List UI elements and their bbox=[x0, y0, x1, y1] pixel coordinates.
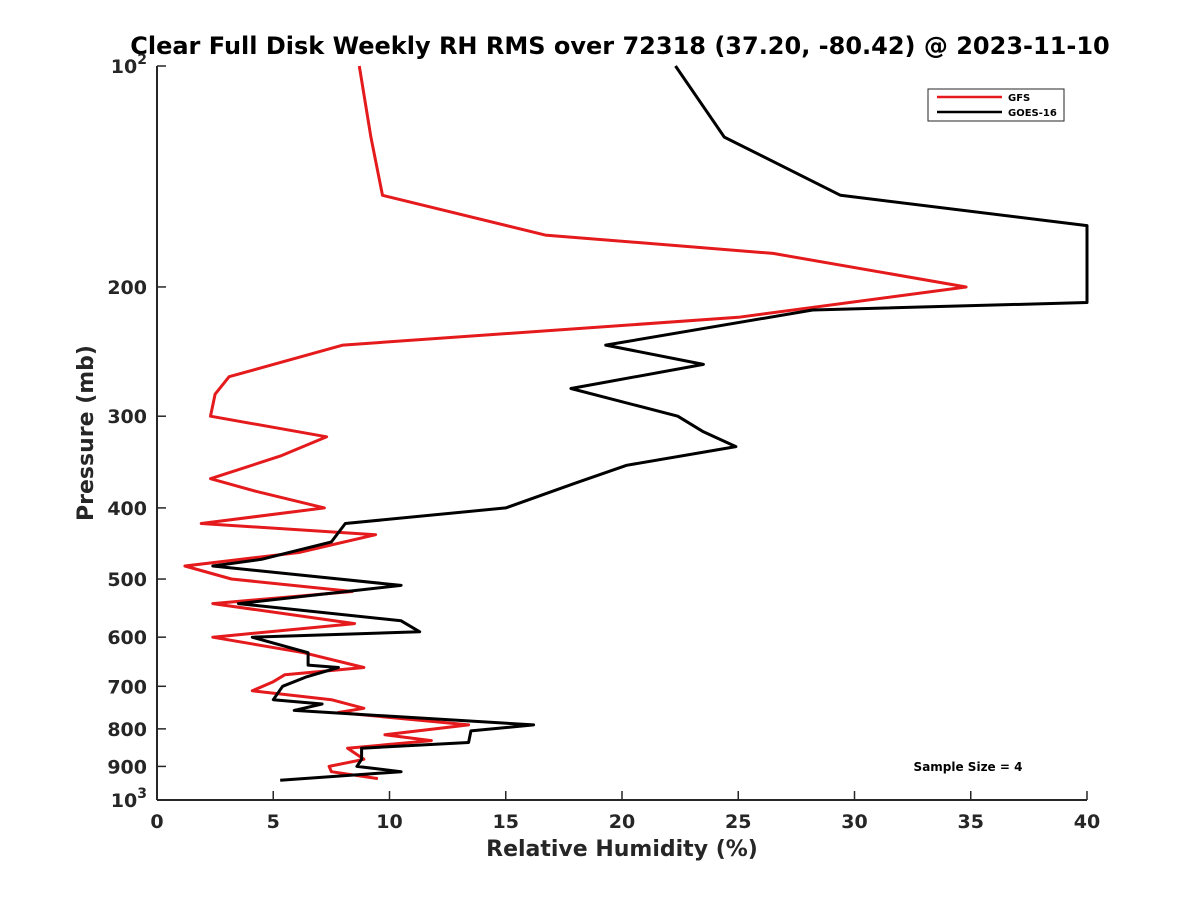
x-tick-label: 15 bbox=[493, 811, 519, 833]
y-tick-label: 900 bbox=[107, 756, 147, 778]
y-tick-label: 400 bbox=[107, 498, 147, 520]
x-tick-label: 5 bbox=[267, 811, 280, 833]
x-tick-label: 40 bbox=[1074, 811, 1100, 833]
chart-title: Clear Full Disk Weekly RH RMS over 72318… bbox=[130, 32, 1110, 60]
x-tick-label: 10 bbox=[376, 811, 402, 833]
legend-label-gfs: GFS bbox=[1008, 93, 1030, 104]
x-tick-label: 0 bbox=[150, 811, 163, 833]
y-tick-label-base: 10 bbox=[111, 790, 137, 812]
series-layer bbox=[183, 65, 1089, 782]
y-tick-label-exponent: 3 bbox=[137, 786, 147, 802]
y-tick-label: 600 bbox=[107, 627, 147, 649]
x-tick-label: 25 bbox=[725, 811, 751, 833]
legend-label-goes-16: GOES-16 bbox=[1008, 108, 1057, 119]
y-tick-label: 103 bbox=[111, 786, 147, 812]
legend: GFS GOES-16 bbox=[927, 88, 1065, 122]
y-axis-label: Pressure (mb) bbox=[74, 345, 99, 521]
x-axis-label: Relative Humidity (%) bbox=[486, 837, 758, 862]
x-tick-label: 30 bbox=[841, 811, 867, 833]
series-line-goes-16 bbox=[211, 65, 1089, 782]
y-tick-label: 102 bbox=[111, 52, 147, 78]
legend-box bbox=[927, 88, 1065, 122]
y-tick-label-base: 10 bbox=[111, 56, 137, 78]
series-line-gfs bbox=[183, 65, 968, 781]
y-tick-label: 800 bbox=[107, 719, 147, 741]
x-tick-label: 35 bbox=[958, 811, 984, 833]
y-tick-label-exponent: 2 bbox=[137, 52, 147, 68]
y-tick-label: 500 bbox=[107, 569, 147, 591]
y-tick-label: 200 bbox=[107, 277, 147, 299]
sample-size-annotation: Sample Size = 4 bbox=[914, 760, 1023, 774]
x-tick-group: 0 5 10 15 20 25 30 35 40 bbox=[150, 791, 1100, 833]
y-tick-label: 300 bbox=[107, 406, 147, 428]
y-tick-label: 700 bbox=[107, 676, 147, 698]
x-tick-label: 20 bbox=[609, 811, 635, 833]
